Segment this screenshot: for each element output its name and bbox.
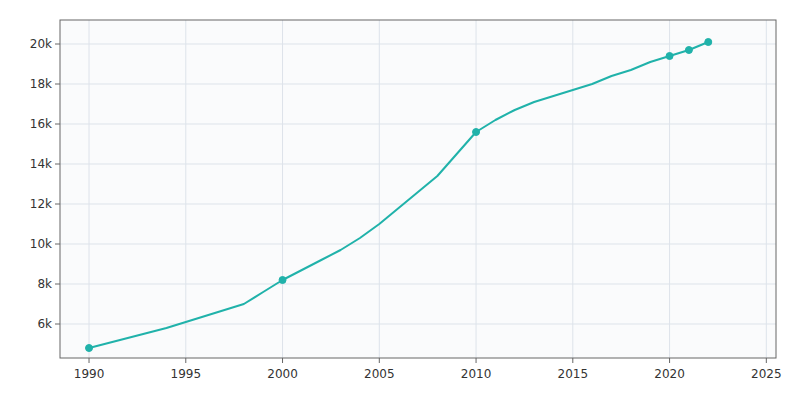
plot-background: [60, 20, 776, 358]
marker: [705, 39, 712, 46]
y-grid-line: [60, 284, 776, 285]
y-tick: [55, 204, 60, 205]
y-tick-label: 12k: [30, 197, 52, 211]
x-grid-line: [89, 20, 90, 358]
y-tick: [55, 284, 60, 285]
x-tick: [379, 358, 380, 363]
y-tick-label: 6k: [37, 317, 52, 331]
y-grid-line: [60, 204, 776, 205]
x-tick: [282, 358, 283, 363]
x-grid-line: [669, 20, 670, 358]
x-grid-line: [572, 20, 573, 358]
axes: 6k 8k 10k 12k 14k 16k 18k 20k 1990 1995 2000 2005 20…: [30, 37, 782, 382]
x-grid-line: [476, 20, 477, 358]
y-tick: [55, 84, 60, 85]
x-tick: [185, 358, 186, 363]
plot-frame: [60, 20, 776, 358]
y-tick: [55, 124, 60, 125]
x-tick-label: 1995: [171, 367, 202, 381]
line-series: [89, 42, 708, 348]
y-tick-label: 8k: [37, 277, 52, 291]
x-tick-label: 2025: [751, 367, 782, 381]
y-tick-label: 20k: [30, 37, 52, 51]
y-tick-label: 14k: [30, 157, 52, 171]
y-grid-line: [60, 324, 776, 325]
y-grid-line: [60, 84, 776, 85]
marker: [666, 53, 673, 60]
x-tick-label: 1990: [74, 367, 105, 381]
x-tick: [89, 358, 90, 363]
y-tick: [55, 244, 60, 245]
marker: [473, 129, 480, 136]
x-tick-label: 2015: [558, 367, 589, 381]
grid: [60, 20, 776, 358]
y-tick-label: 16k: [30, 117, 52, 131]
y-tick: [55, 324, 60, 325]
y-grid-line: [60, 244, 776, 245]
y-grid-line: [60, 44, 776, 45]
y-grid-line: [60, 124, 776, 125]
y-tick-label: 10k: [30, 237, 52, 251]
marker: [685, 47, 692, 54]
chart-container: 6k 8k 10k 12k 14k 16k 18k 20k 1990 1995 2000 2005 20…: [0, 0, 800, 400]
chart: 6k 8k 10k 12k 14k 16k 18k 20k 1990 1995 2000 2005 20…: [0, 0, 800, 400]
data-layer: [86, 39, 712, 352]
x-tick-label: 2010: [461, 367, 492, 381]
x-tick-label: 2020: [654, 367, 685, 381]
x-grid-line: [379, 20, 380, 358]
x-tick: [572, 358, 573, 363]
x-grid-line: [282, 20, 283, 358]
marker: [86, 345, 93, 352]
marker: [279, 277, 286, 284]
y-tick: [55, 44, 60, 45]
x-grid-line: [766, 20, 767, 358]
y-tick: [55, 164, 60, 165]
x-tick: [476, 358, 477, 363]
y-grid-line: [60, 164, 776, 165]
x-grid-line: [185, 20, 186, 358]
x-tick: [766, 358, 767, 363]
x-tick: [669, 358, 670, 363]
x-tick-label: 2005: [364, 367, 395, 381]
y-tick-label: 18k: [30, 77, 52, 91]
x-tick-label: 2000: [267, 367, 298, 381]
